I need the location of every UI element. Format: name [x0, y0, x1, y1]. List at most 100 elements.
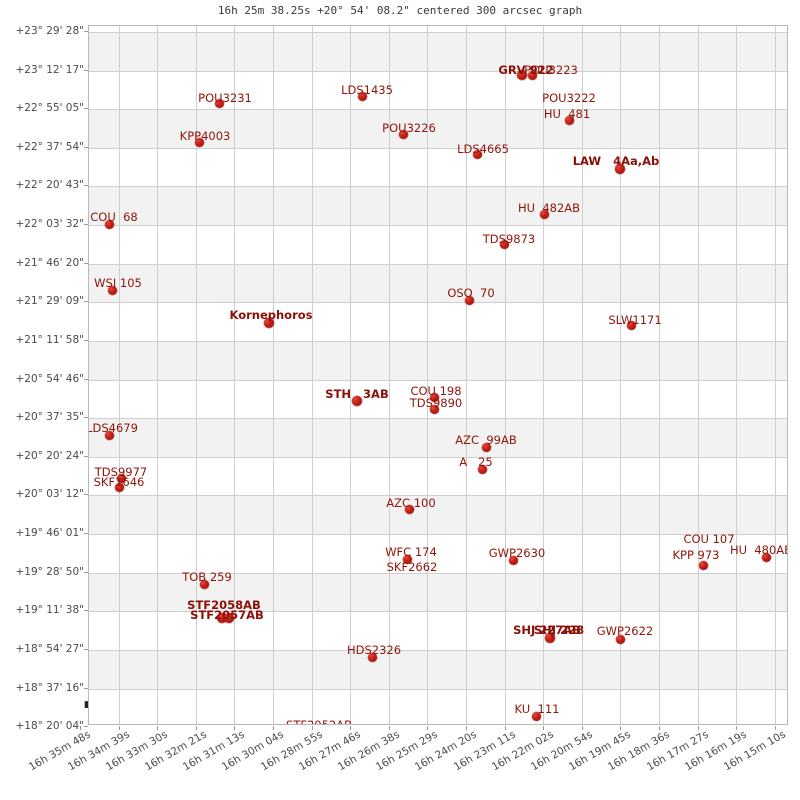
star-marker[interactable]: [107, 285, 117, 295]
y-axis-tick-label: +23° 29' 28": [15, 25, 84, 37]
star-marker[interactable]: [402, 554, 412, 564]
star-marker[interactable]: [464, 295, 474, 305]
y-axis-tick-label: +20° 03' 12": [15, 488, 84, 501]
star-marker[interactable]: [564, 115, 574, 125]
star-label: POU3222: [542, 91, 596, 105]
star-marker[interactable]: [499, 239, 509, 249]
y-axis-tick-label: +19° 11' 38": [15, 604, 84, 617]
star-label: AZC 99AB: [455, 433, 517, 447]
star-label: GWP2630: [488, 546, 546, 560]
y-axis-tick-label: +19° 28' 50": [15, 565, 84, 578]
gridline-vertical: [350, 26, 351, 724]
star-marker[interactable]: [429, 392, 439, 402]
gridline-horizontal: [89, 148, 787, 149]
y-axis-tick-label: +22° 55' 05": [15, 102, 84, 115]
star-label: STF2052AB: [286, 718, 352, 725]
star-marker[interactable]: [429, 404, 439, 414]
y-axis-tick-mark: [84, 610, 88, 612]
background-band: [89, 109, 787, 148]
star-marker[interactable]: [508, 555, 518, 565]
y-axis-tick-mark: [84, 571, 88, 573]
star-marker[interactable]: [477, 464, 487, 474]
gridline-horizontal: [89, 32, 787, 33]
star-marker[interactable]: [517, 70, 527, 80]
star-label: GWP2622: [596, 624, 654, 638]
star-marker[interactable]: [116, 473, 126, 483]
star-label: KU 111: [514, 702, 560, 716]
x-axis-tick-mark: [736, 726, 738, 730]
y-axis-tick-label: +18° 37' 16": [15, 681, 84, 694]
x-axis-tick-mark: [234, 726, 236, 730]
y-axis-tick-mark: [84, 224, 88, 226]
star-marker[interactable]: [104, 430, 114, 440]
y-axis-tick-mark: [84, 108, 88, 110]
background-band: [89, 649, 787, 689]
gridline-horizontal: [89, 650, 787, 651]
star-marker[interactable]: [194, 137, 204, 147]
star-marker[interactable]: [698, 560, 708, 570]
y-axis-tick-mark: [84, 726, 88, 728]
star-marker[interactable]: [472, 149, 482, 159]
gridline-vertical: [659, 26, 660, 724]
star-label: STH 3AB: [325, 387, 389, 401]
star-marker[interactable]: [481, 442, 491, 452]
star-marker[interactable]: [217, 613, 227, 623]
star-label: AZC 100: [386, 496, 436, 510]
star-label: SKF2662: [386, 560, 438, 574]
y-axis-tick-label: +20° 54' 46": [15, 372, 84, 385]
star-marker[interactable]: [352, 396, 362, 406]
gridline-vertical: [543, 26, 544, 724]
star-marker[interactable]: [224, 613, 234, 623]
star-marker[interactable]: [199, 579, 209, 589]
star-label: TDS9890: [409, 396, 463, 410]
star-marker[interactable]: [531, 711, 541, 721]
star-label: LAW 4Aa,Ab: [572, 154, 660, 168]
x-axis-tick-mark: [195, 726, 197, 730]
star-marker[interactable]: [615, 634, 625, 644]
star-marker[interactable]: [357, 91, 367, 101]
gridline-horizontal: [89, 341, 787, 342]
star-marker[interactable]: [539, 209, 549, 219]
x-axis-tick-mark: [311, 726, 313, 730]
gridline-vertical: [427, 26, 428, 724]
y-axis-tick-mark: [84, 339, 88, 341]
y-axis-tick-labels: +23° 29' 28" +23° 12' 17" +22° 55' 05" +22°…: [0, 25, 84, 732]
gridline-vertical: [582, 26, 583, 724]
star-marker[interactable]: [615, 164, 625, 174]
star-marker[interactable]: [761, 552, 771, 562]
star-marker[interactable]: [367, 652, 377, 662]
gridline-horizontal: [89, 457, 787, 458]
star-label: STF2057AB: [190, 608, 264, 622]
y-axis-tick-mark: [84, 648, 88, 650]
star-label: HU 480AB: [729, 543, 788, 557]
x-axis-tick-mark: [581, 726, 583, 730]
x-axis-tick-mark: [157, 726, 159, 730]
star-marker[interactable]: [545, 633, 555, 643]
star-label: COU 68: [90, 210, 138, 224]
star-marker[interactable]: [626, 320, 636, 330]
star-marker[interactable]: [527, 70, 537, 80]
y-axis-tick-label: +19° 46' 01": [15, 527, 84, 540]
gridline-vertical: [312, 26, 313, 724]
star-label: SHJ 228: [533, 623, 585, 637]
star-label: LDS1435: [341, 83, 393, 97]
star-marker[interactable]: [104, 219, 114, 229]
star-label: TDS9873: [482, 232, 536, 246]
x-axis-tick-mark: [543, 726, 545, 730]
star-marker[interactable]: [264, 318, 274, 328]
x-axis-tick-mark: [697, 726, 699, 730]
star-label: Kornephoros: [229, 308, 313, 322]
y-axis-tick-label: +23° 12' 17": [15, 63, 84, 76]
y-axis-tick-mark: [84, 69, 88, 71]
star-marker[interactable]: [114, 482, 124, 492]
plot-area[interactable]: GRV 922 POU3223 POU3222 HU 481 POU3231 LDS143…: [88, 25, 788, 725]
y-axis-tick-label: +18° 54' 27": [15, 642, 84, 655]
star-marker[interactable]: [404, 504, 414, 514]
y-axis-tick-label: +21° 11' 58": [15, 333, 84, 346]
star-marker[interactable]: [398, 129, 408, 139]
star-label: KPP4003: [179, 129, 231, 143]
star-label: LDS4679: [88, 421, 138, 435]
x-axis-tick-mark: [273, 726, 274, 730]
star-marker[interactable]: [214, 98, 224, 108]
gridline-horizontal: [89, 109, 787, 110]
